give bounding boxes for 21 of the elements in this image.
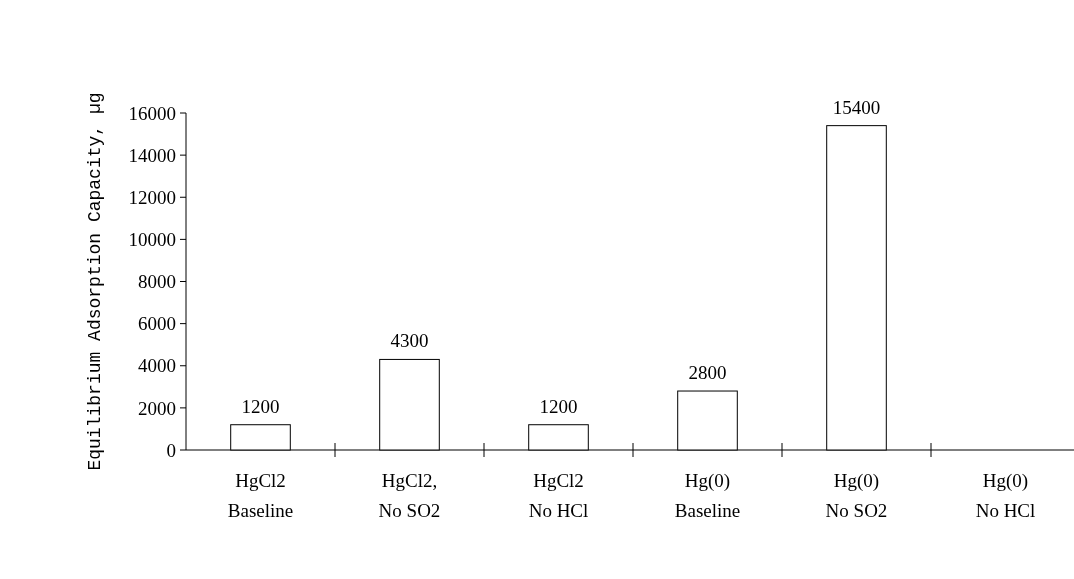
x-tick-label: HgCl2, No SO2 [378,470,441,521]
y-tick-label: 8000 [138,271,176,293]
y-axis-title: Equilibrium Adsorption Capacity, µg [85,92,105,471]
y-tick-label: 14000 [128,144,176,166]
y-tick-label: 0 [166,439,176,461]
data-label: 15400 [832,96,881,118]
y-tick-label: 4000 [138,355,176,377]
data-label: 2800 [688,362,727,384]
x-tick-label: Hg(0) Baseline [674,470,741,521]
x-tick-label: Hg(0) No HCl [975,470,1036,521]
x-tick-label: HgCl2 No HCl [528,470,589,521]
data-label: 4300 [390,330,429,352]
y-tick-label: 16000 [128,102,176,124]
y-tick-label: 6000 [138,313,176,335]
y-tick-label: 10000 [128,229,176,251]
x-tick-label: HgCl2 Baseline [227,470,294,521]
y-tick-label: 2000 [138,397,176,419]
data-label: 1200 [539,395,578,417]
y-tick-label: 12000 [128,186,176,208]
data-label: 1200 [241,395,280,417]
x-tick-label: Hg(0) No SO2 [825,470,888,521]
